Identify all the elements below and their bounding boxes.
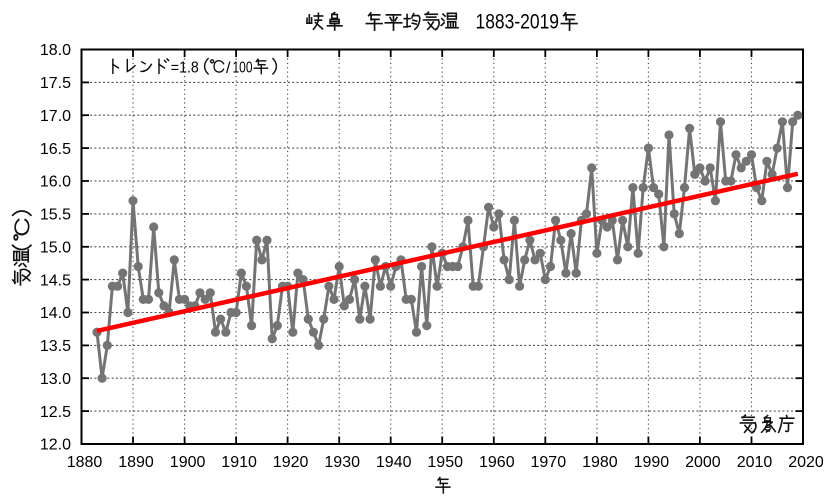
svg-text:13.0: 13.0	[40, 371, 71, 388]
svg-text:1930: 1930	[324, 454, 360, 471]
svg-text:1900: 1900	[170, 454, 206, 471]
svg-text:=1.8: =1.8	[171, 60, 199, 77]
svg-text:1980: 1980	[582, 454, 618, 471]
svg-text:1920: 1920	[273, 454, 309, 471]
svg-text:1950: 1950	[427, 454, 463, 471]
svg-text:16.0: 16.0	[40, 174, 71, 191]
svg-text:13.5: 13.5	[40, 338, 71, 355]
svg-text:1880: 1880	[67, 454, 103, 471]
svg-text:17.5: 17.5	[40, 75, 71, 92]
svg-text:1960: 1960	[479, 454, 515, 471]
svg-text:15.0: 15.0	[40, 239, 71, 256]
svg-text:/: /	[226, 60, 231, 77]
svg-text:18.0: 18.0	[40, 42, 71, 59]
svg-text:1940: 1940	[376, 454, 412, 471]
svg-text:2000: 2000	[685, 454, 721, 471]
svg-text:12.0: 12.0	[40, 437, 71, 454]
svg-text:14.0: 14.0	[40, 305, 71, 322]
svg-text:2010: 2010	[737, 454, 773, 471]
svg-text:16.5: 16.5	[40, 141, 71, 158]
svg-text:1883-2019: 1883-2019	[476, 10, 560, 34]
svg-text:100: 100	[233, 60, 253, 77]
svg-text:17.0: 17.0	[40, 108, 71, 125]
svg-text:1910: 1910	[221, 454, 257, 471]
svg-text:1970: 1970	[531, 454, 567, 471]
svg-text:2020: 2020	[788, 454, 824, 471]
svg-text:1990: 1990	[634, 454, 670, 471]
svg-text:15.5: 15.5	[40, 207, 71, 224]
svg-text:12.5: 12.5	[40, 404, 71, 421]
svg-text:1890: 1890	[118, 454, 154, 471]
svg-text:14.5: 14.5	[40, 272, 71, 289]
